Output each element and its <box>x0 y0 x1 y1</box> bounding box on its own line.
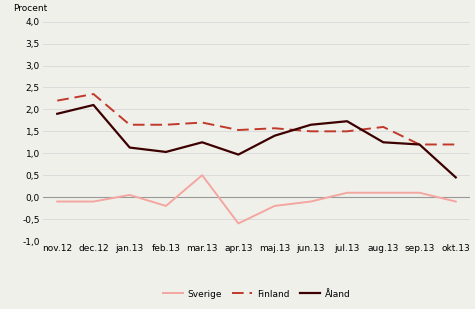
Sverige <box>236 222 241 225</box>
Åland <box>236 153 241 156</box>
Sverige <box>308 200 314 203</box>
Sverige <box>200 173 205 177</box>
Finland <box>163 123 169 127</box>
Åland <box>308 123 314 127</box>
Sverige <box>91 200 96 203</box>
Åland <box>380 140 386 144</box>
Finland <box>380 125 386 129</box>
Åland <box>417 143 422 146</box>
Finland <box>272 126 277 130</box>
Åland <box>163 150 169 154</box>
Finland <box>417 143 422 146</box>
Legend: Sverige, Finland, Åland: Sverige, Finland, Åland <box>159 286 354 302</box>
Åland <box>272 134 277 138</box>
Sverige <box>380 191 386 195</box>
Line: Finland: Finland <box>57 94 456 145</box>
Line: Åland: Åland <box>57 105 456 177</box>
Åland <box>200 140 205 144</box>
Line: Sverige: Sverige <box>57 175 456 223</box>
Sverige <box>163 204 169 208</box>
Sverige <box>417 191 422 195</box>
Finland <box>127 123 133 127</box>
Text: Procent: Procent <box>13 4 47 13</box>
Finland <box>236 128 241 132</box>
Åland <box>344 119 350 123</box>
Åland <box>55 112 60 116</box>
Sverige <box>453 200 458 203</box>
Finland <box>344 129 350 133</box>
Finland <box>453 143 458 146</box>
Finland <box>308 129 314 133</box>
Finland <box>91 92 96 96</box>
Åland <box>91 103 96 107</box>
Finland <box>200 121 205 125</box>
Sverige <box>272 204 277 208</box>
Åland <box>453 176 458 179</box>
Finland <box>55 99 60 103</box>
Sverige <box>127 193 133 197</box>
Sverige <box>55 200 60 203</box>
Åland <box>127 146 133 150</box>
Sverige <box>344 191 350 195</box>
